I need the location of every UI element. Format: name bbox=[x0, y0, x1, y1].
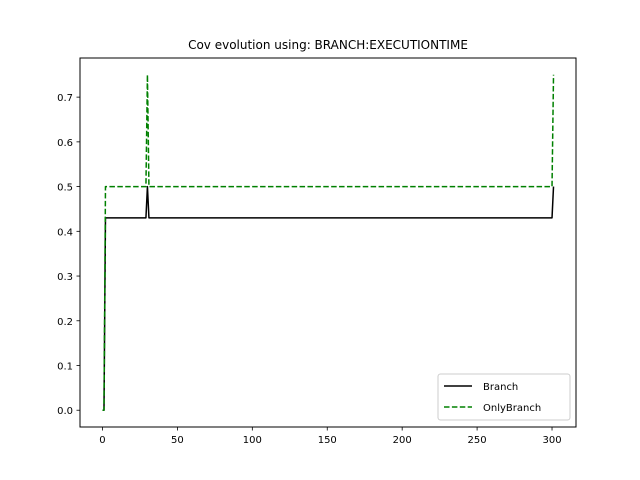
y-tick-label: 0.4 bbox=[57, 227, 73, 238]
plot-frame bbox=[79, 57, 577, 428]
x-tick-label: 300 bbox=[542, 435, 561, 446]
y-tick-label: 0.5 bbox=[57, 183, 73, 194]
x-tick-label: 100 bbox=[243, 435, 262, 446]
series-line-onlybranch bbox=[102, 74, 555, 411]
y-tick-label: 0.7 bbox=[57, 93, 73, 104]
plot-area bbox=[102, 74, 555, 411]
x-tick-label: 50 bbox=[171, 435, 184, 446]
legend-label-onlybranch: OnlyBranch bbox=[483, 403, 541, 414]
x-tick-label: 0 bbox=[99, 435, 105, 446]
y-tick-label: 0.3 bbox=[57, 272, 73, 283]
legend-label-branch: Branch bbox=[483, 382, 518, 393]
y-tick-label: 0.1 bbox=[57, 362, 73, 373]
chart-title: Cov evolution using: BRANCH:EXECUTIONTIM… bbox=[188, 38, 468, 52]
x-tick-label: 250 bbox=[468, 435, 487, 446]
y-tick-label: 0.6 bbox=[57, 138, 73, 149]
axis-ticks: 0 50 100 150 200 250 300 0.0 0.1 0.2 0.3 0.4 0.5 0.6 0… bbox=[57, 93, 561, 446]
y-tick-label: 0.2 bbox=[57, 317, 73, 328]
y-tick-label: 0.0 bbox=[57, 406, 73, 417]
x-tick-label: 150 bbox=[318, 435, 337, 446]
x-tick-label: 200 bbox=[393, 435, 412, 446]
legend: Branch OnlyBranch bbox=[437, 373, 571, 421]
